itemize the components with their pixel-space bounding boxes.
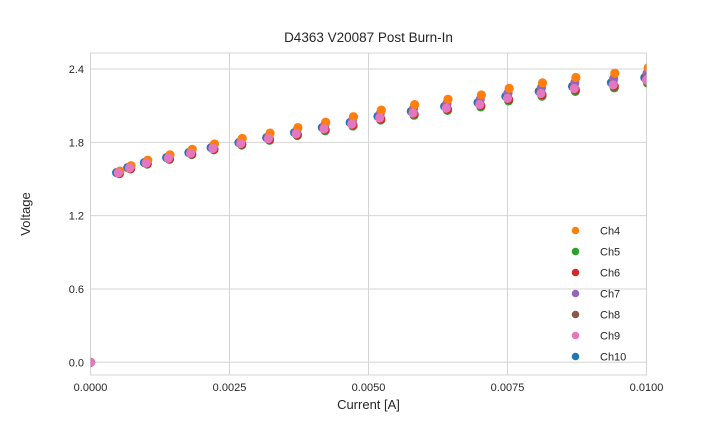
legend-item-Ch9: Ch9: [571, 330, 620, 342]
scatter-point: [536, 88, 546, 99]
scatter-point: [348, 112, 359, 122]
scatter-point: [141, 158, 151, 168]
series-Ch9: [90, 75, 647, 367]
scatter-point: [441, 103, 451, 113]
scatter-point: [476, 90, 486, 100]
legend-marker: [571, 289, 580, 298]
legend: Ch4 Ch5 Ch6 Ch7 Ch8 Ch9 Ch10: [571, 225, 626, 363]
scatter-point: [375, 113, 385, 123]
legend-label: Ch6: [600, 267, 620, 279]
legend-label: Ch5: [600, 246, 620, 258]
legend-marker: [571, 331, 580, 340]
scatter-point: [537, 78, 548, 88]
scatter-point: [90, 357, 96, 367]
legend-item-Ch4: Ch4: [571, 225, 620, 237]
scatter-point: [410, 99, 420, 110]
legend-item-Ch5: Ch5: [571, 246, 620, 258]
legend-marker: [571, 268, 580, 277]
y-tick-label: 1.8: [69, 137, 84, 149]
scatter-point: [208, 143, 218, 154]
scatter-point: [124, 163, 135, 173]
x-axis-label: Current [A]: [337, 397, 400, 412]
legend-marker: [571, 310, 580, 319]
scatter-point: [502, 93, 513, 103]
series-Ch5: [90, 78, 647, 367]
scatter-point: [113, 168, 123, 178]
x-tick-label: 0.0100: [630, 382, 664, 394]
legend-item-Ch6: Ch6: [571, 267, 620, 279]
scatter-point: [443, 94, 453, 104]
legend-label: Ch7: [600, 288, 620, 300]
x-tick-labels: 0.0000 0.0025 0.0050 0.0075 0.0100: [74, 382, 664, 394]
legend-label: Ch9: [600, 330, 620, 342]
y-axis-label: Voltage: [18, 192, 33, 235]
x-tick-label: 0.0050: [352, 382, 386, 394]
scatter-point: [504, 83, 514, 93]
scatter-point: [571, 72, 581, 83]
x-tick-label: 0.0000: [74, 382, 108, 394]
y-tick-labels: 0.0 0.6 1.2 1.8 2.4: [69, 64, 84, 369]
legend-marker: [571, 352, 580, 361]
series-Ch6: [90, 76, 647, 367]
legend-item-Ch7: Ch7: [571, 288, 620, 300]
legend-label: Ch4: [600, 225, 620, 237]
scatter-point: [643, 63, 647, 73]
legend-item-Ch10: Ch10: [571, 351, 626, 363]
scatter-point: [263, 134, 274, 144]
x-tick-label: 0.0075: [491, 382, 525, 394]
scatter-point: [185, 148, 196, 158]
y-tick-label: 2.4: [69, 64, 84, 76]
series-Ch10: [90, 72, 647, 367]
scatter-point: [569, 83, 579, 94]
data-points: [90, 63, 647, 367]
y-tick-label: 0.6: [69, 284, 84, 296]
scatter-point: [236, 138, 246, 149]
y-tick-label: 1.2: [69, 211, 84, 223]
scatter-point: [475, 99, 485, 110]
plot-border: [90, 52, 647, 376]
chart-title: D4363 V20087 Post Burn-In: [284, 30, 453, 45]
scatter-point: [408, 108, 418, 118]
series-Ch4: [90, 63, 647, 367]
legend-marker: [571, 247, 580, 256]
legend-label: Ch10: [600, 351, 626, 363]
scatter-point: [610, 68, 620, 78]
legend-marker: [571, 226, 580, 235]
legend-item-Ch8: Ch8: [571, 309, 620, 321]
gridlines: [90, 53, 647, 375]
scatter-point: [641, 75, 647, 85]
scatter-point: [291, 129, 301, 139]
scatter-point: [608, 80, 618, 90]
scatter-point: [347, 119, 357, 129]
scatter-point: [319, 124, 329, 134]
scatter-point: [163, 153, 173, 163]
scatter-point: [376, 105, 386, 115]
legend-label: Ch8: [600, 309, 620, 321]
y-tick-label: 0.0: [69, 357, 84, 369]
x-tick-label: 0.0025: [213, 382, 247, 394]
